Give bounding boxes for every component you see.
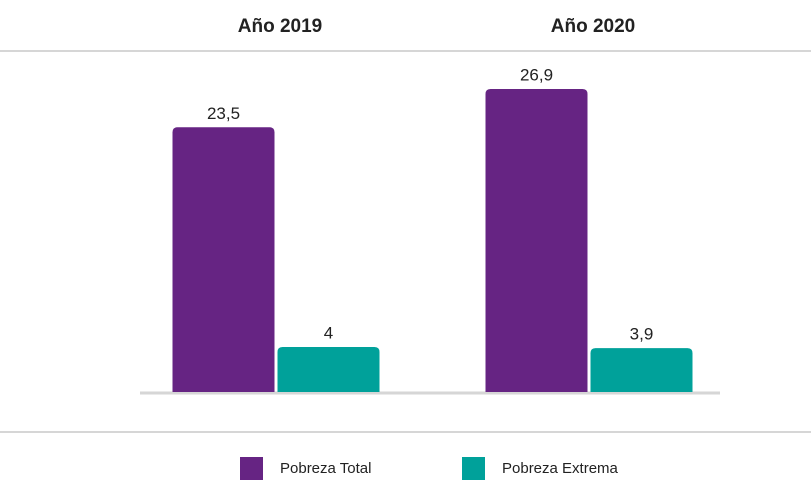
value-label: 4 — [324, 323, 333, 342]
value-label: 23,5 — [207, 104, 240, 123]
value-label: 3,9 — [630, 325, 654, 344]
category-label: Año 2019 — [238, 16, 322, 37]
legend-label: Pobreza Total — [280, 460, 371, 477]
value-label: 26,9 — [520, 65, 553, 84]
bar — [277, 346, 380, 392]
legend-swatch — [462, 457, 485, 480]
bar — [485, 89, 588, 392]
legend-label: Pobreza Extrema — [502, 460, 619, 477]
legend-swatch — [240, 457, 263, 480]
category-label: Año 2020 — [551, 16, 635, 37]
bar — [590, 348, 693, 392]
bar — [172, 127, 275, 393]
